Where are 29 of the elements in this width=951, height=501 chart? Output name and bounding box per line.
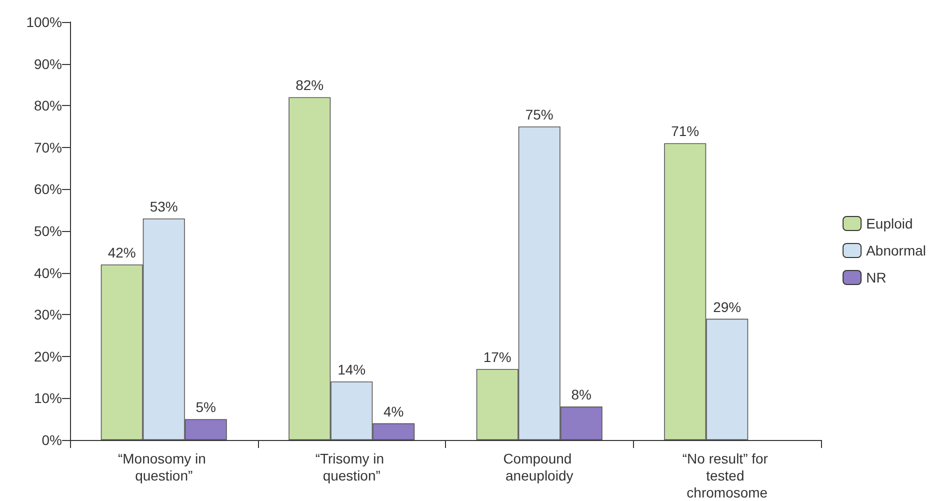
data-label: 42% bbox=[108, 244, 136, 260]
data-label: 17% bbox=[483, 348, 512, 365]
y-tick-label: 40% bbox=[34, 264, 62, 281]
data-label: 5% bbox=[196, 399, 216, 416]
data-label: 14% bbox=[338, 361, 366, 378]
legend-label: Euploid bbox=[866, 216, 913, 232]
x-tick-label: “No result” for tested chromosome bbox=[682, 450, 772, 500]
y-tick-label: 90% bbox=[34, 56, 62, 72]
y-tick-label: 60% bbox=[34, 181, 62, 198]
data-label: 75% bbox=[525, 106, 554, 122]
data-label: 82% bbox=[296, 77, 324, 94]
y-tick-label: 80% bbox=[34, 98, 62, 114]
data-label: 4% bbox=[384, 403, 404, 420]
y-tick-label: 30% bbox=[34, 306, 62, 323]
legend-label: Abnormal bbox=[866, 242, 926, 258]
y-tick-label: 20% bbox=[34, 348, 62, 364]
y-tick-label: 0% bbox=[42, 432, 62, 448]
x-tick-label: “Monosomy in question” bbox=[118, 450, 210, 484]
x-tick-label: “Trisomy in question” bbox=[315, 450, 388, 484]
data-label: 53% bbox=[150, 198, 178, 214]
y-tick-label: 100% bbox=[26, 14, 62, 30]
y-tick-label: 50% bbox=[34, 223, 62, 239]
data-label: 71% bbox=[671, 123, 700, 140]
data-label: 29% bbox=[713, 298, 742, 315]
y-tick-label: 10% bbox=[34, 390, 62, 406]
y-tick-label: 70% bbox=[34, 139, 62, 156]
data-label: 8% bbox=[571, 386, 592, 403]
legend-label: NR bbox=[866, 270, 886, 286]
x-tick-label: Compound aneuploidy bbox=[503, 450, 576, 484]
